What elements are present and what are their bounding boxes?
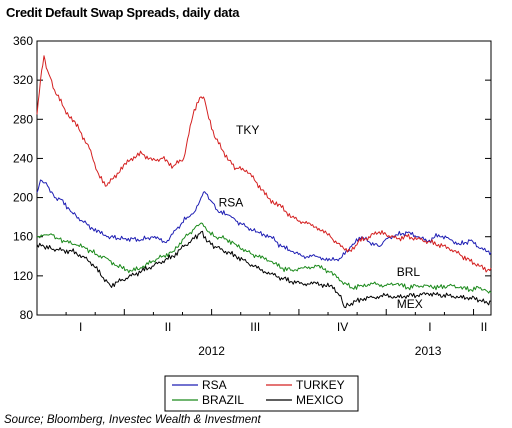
legend-box <box>164 375 359 412</box>
series-annotation: BRL <box>397 265 421 279</box>
series-annotation: TKY <box>236 123 259 137</box>
y-tick-label: 160 <box>13 230 33 244</box>
series-line-brazil <box>36 222 492 294</box>
y-tick-label: 120 <box>13 269 33 283</box>
series-line-mexico <box>36 230 492 309</box>
series-line-turkey <box>36 55 492 273</box>
y-tick-label: 200 <box>13 191 33 205</box>
x-year-label: 2012 <box>198 344 225 358</box>
plot-frame <box>36 40 492 316</box>
series-annotation: MEX <box>397 297 423 311</box>
legend-label: RSA <box>202 378 227 392</box>
x-quarter-label: II <box>481 320 488 334</box>
series-annotation: RSA <box>219 195 244 209</box>
x-quarter-label: I <box>79 320 82 334</box>
series-line-rsa <box>36 179 492 262</box>
x-year-label: 2013 <box>415 344 442 358</box>
y-tick-label: 240 <box>13 151 33 165</box>
legend-label: MEXICO <box>296 393 343 407</box>
y-tick-label: 280 <box>13 112 33 126</box>
chart-title: Credit Default Swap Spreads, daily data <box>6 5 240 20</box>
x-quarter-label: II <box>165 320 172 334</box>
y-axis: 80 120 160 200 240 280 320 360 <box>13 34 491 322</box>
source-note: Source; Bloomberg, Investec Wealth & Inv… <box>4 414 262 426</box>
x-quarter-label: I <box>428 320 431 334</box>
y-tick-label: 80 <box>20 308 34 322</box>
legend-label: TURKEY <box>296 378 345 392</box>
y-tick-label: 360 <box>13 34 33 48</box>
series-lines <box>36 55 492 309</box>
legend: RSA TURKEY BRAZIL MEXICO <box>164 375 359 412</box>
y-tick-label: 320 <box>13 73 33 87</box>
x-quarter-label: III <box>250 320 260 334</box>
legend-label: BRAZIL <box>202 393 244 407</box>
x-quarter-label: IV <box>337 320 348 334</box>
series-annotations: TKY RSA BRL MEX <box>219 123 423 311</box>
